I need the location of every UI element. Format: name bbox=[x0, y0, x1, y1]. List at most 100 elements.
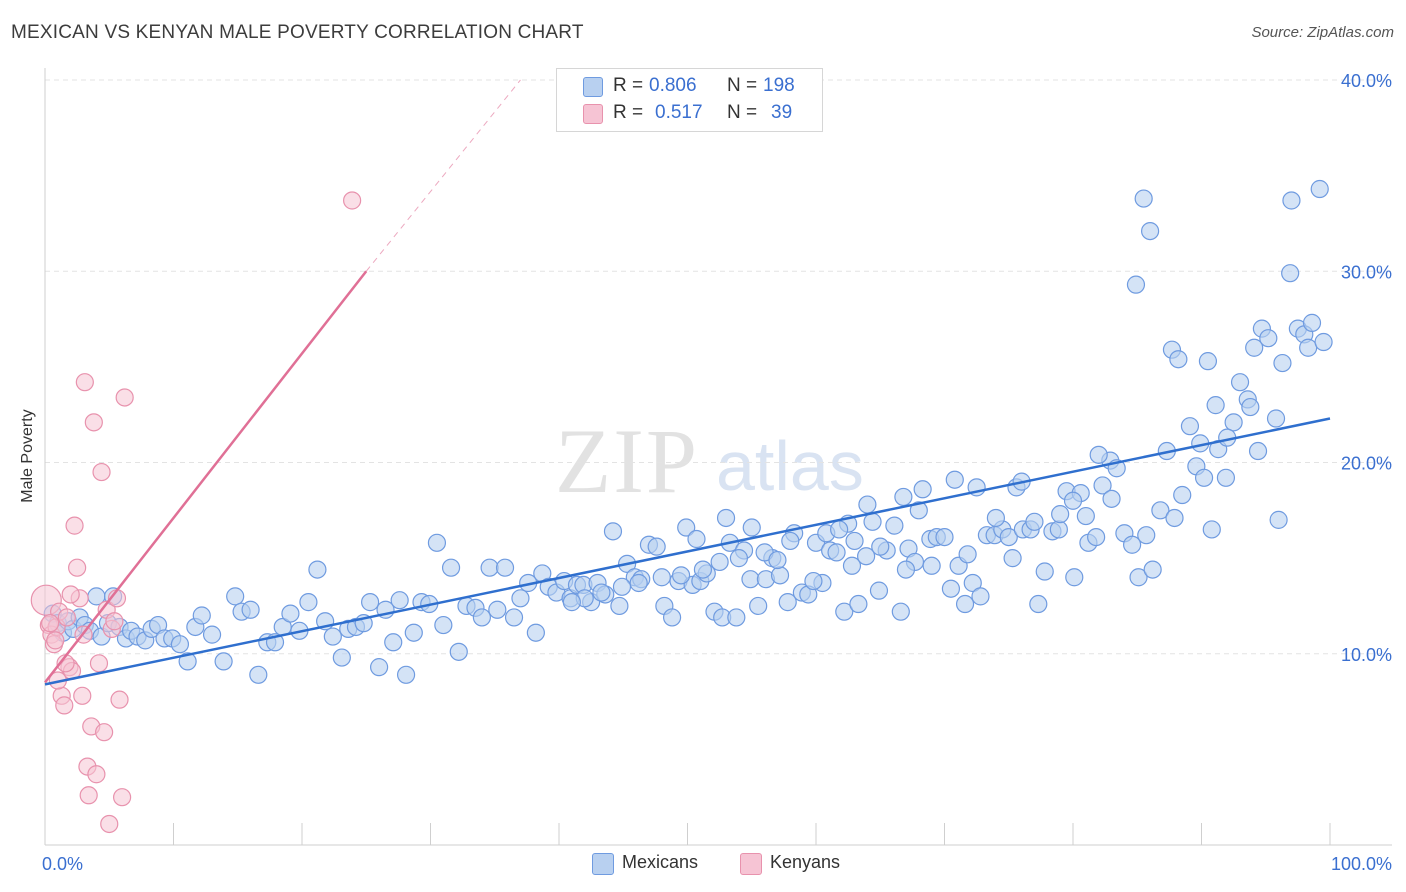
mexicans-point bbox=[1049, 520, 1068, 539]
mexicans-point bbox=[869, 581, 889, 600]
mexicans-point bbox=[390, 591, 409, 610]
kenyans-point bbox=[68, 558, 87, 577]
mexicans-point bbox=[1087, 527, 1106, 547]
kenyans-trendline-extension bbox=[365, 79, 521, 272]
mexicans-point bbox=[449, 642, 468, 661]
mexicans-point bbox=[404, 623, 423, 642]
mexicans-point bbox=[1202, 520, 1221, 539]
legend-swatch-pink bbox=[740, 853, 762, 875]
mexicans-point bbox=[835, 602, 854, 621]
mexicans-point bbox=[434, 615, 453, 635]
x-tick-label: 100.0% bbox=[1331, 854, 1392, 874]
mexicans-point bbox=[1126, 275, 1146, 294]
mexicans-point bbox=[871, 537, 890, 556]
legend-swatch-blue bbox=[592, 853, 614, 875]
mexicans-point bbox=[857, 547, 876, 566]
mexicans-point bbox=[629, 573, 648, 593]
mexicans-point bbox=[396, 665, 416, 684]
source-credit: Source: ZipAtlas.com bbox=[1251, 24, 1394, 41]
kenyans-point bbox=[110, 690, 129, 709]
mexicans-point bbox=[945, 470, 964, 489]
mexicans-point bbox=[610, 596, 629, 616]
mexicans-point bbox=[963, 573, 982, 593]
legend-n-value: 198 bbox=[763, 75, 795, 96]
legend-swatch-blue bbox=[583, 77, 603, 97]
legend-swatch-pink bbox=[583, 104, 603, 124]
kenyans-point bbox=[84, 413, 103, 432]
legend-label-mexicans: Mexicans bbox=[622, 852, 699, 872]
legend-r-value: 0.517 bbox=[655, 102, 703, 123]
mexicans-point bbox=[971, 587, 990, 606]
y-tick-label: 20.0% bbox=[1341, 454, 1392, 474]
mexicans-point bbox=[1093, 476, 1112, 495]
mexicans-point bbox=[710, 552, 729, 572]
mexicans-point bbox=[1151, 501, 1170, 520]
mexicans-point bbox=[178, 652, 197, 671]
legend-n-value: 39 bbox=[771, 102, 793, 123]
mexicans-point bbox=[1259, 329, 1278, 348]
mexicans-point bbox=[511, 589, 530, 608]
mexicans-point bbox=[1102, 489, 1121, 508]
mexicans-point bbox=[830, 520, 849, 539]
mexicans-point bbox=[1206, 396, 1225, 415]
mexicans-point bbox=[827, 543, 846, 562]
mexicans-point bbox=[894, 487, 913, 507]
mexicans-point bbox=[778, 593, 797, 612]
mexicans-point bbox=[1266, 409, 1286, 428]
mexicans-point bbox=[612, 577, 632, 596]
mexicans-point bbox=[804, 571, 823, 591]
mexicans-point bbox=[687, 529, 706, 549]
mexicans-point bbox=[1025, 512, 1044, 531]
kenyans-point bbox=[57, 608, 76, 627]
kenyans-point bbox=[41, 614, 60, 633]
mexicans-point bbox=[1216, 468, 1236, 487]
mexicans-point bbox=[495, 558, 515, 577]
legend-label-kenyans: Kenyans bbox=[770, 852, 841, 872]
mexicans-point bbox=[1180, 417, 1200, 436]
kenyans-point bbox=[46, 631, 65, 650]
mexicans-point bbox=[192, 606, 211, 625]
kenyans-point bbox=[112, 788, 132, 807]
mexicans-point bbox=[1299, 338, 1318, 357]
mexicans-point bbox=[896, 560, 916, 579]
kenyans-point bbox=[95, 723, 114, 742]
correlation-legend: R = 0.806 N = 198 R = 0.517 N = 39 bbox=[556, 68, 823, 132]
y-tick-label: 40.0% bbox=[1341, 71, 1392, 91]
mexicans-point bbox=[472, 608, 491, 627]
mexicans-point bbox=[1224, 413, 1243, 432]
kenyans-point bbox=[92, 462, 111, 482]
mexicans-point bbox=[488, 600, 507, 619]
mexicans-point bbox=[999, 527, 1018, 547]
y-tick-label: 30.0% bbox=[1341, 262, 1392, 282]
mexicans-point bbox=[249, 665, 268, 684]
mexicans-point bbox=[1165, 508, 1184, 528]
mexicans-point bbox=[647, 537, 666, 556]
kenyans-point bbox=[73, 686, 92, 705]
mexicans-point bbox=[1063, 491, 1083, 510]
mexicans-point bbox=[1065, 568, 1084, 587]
mexicans-point bbox=[863, 512, 882, 531]
kenyans-point bbox=[75, 373, 94, 392]
mexicans-point bbox=[955, 594, 975, 614]
mexicans-point bbox=[1302, 313, 1322, 332]
legend-r-label: R = bbox=[613, 102, 644, 123]
legend-r-label: R = bbox=[613, 75, 644, 96]
mexicans-point bbox=[214, 652, 233, 671]
mexicans-point bbox=[562, 593, 581, 612]
legend-r-value: 0.806 bbox=[649, 75, 697, 96]
mexicans-point bbox=[1198, 352, 1218, 371]
mexicans-point bbox=[677, 518, 696, 537]
mexicans-point bbox=[741, 570, 760, 589]
mexicans-point bbox=[384, 633, 403, 652]
mexicans-point bbox=[361, 593, 380, 612]
mexicans-point bbox=[1089, 445, 1108, 464]
mexicans-point bbox=[729, 549, 749, 568]
mexicans-point bbox=[727, 608, 746, 627]
mexicans-point bbox=[742, 518, 761, 537]
mexicans-point bbox=[986, 508, 1006, 528]
mexicans-point bbox=[1076, 506, 1095, 526]
mexicans-point bbox=[202, 625, 222, 644]
mexicans-point bbox=[652, 568, 671, 587]
trend-lines bbox=[44, 79, 1331, 686]
